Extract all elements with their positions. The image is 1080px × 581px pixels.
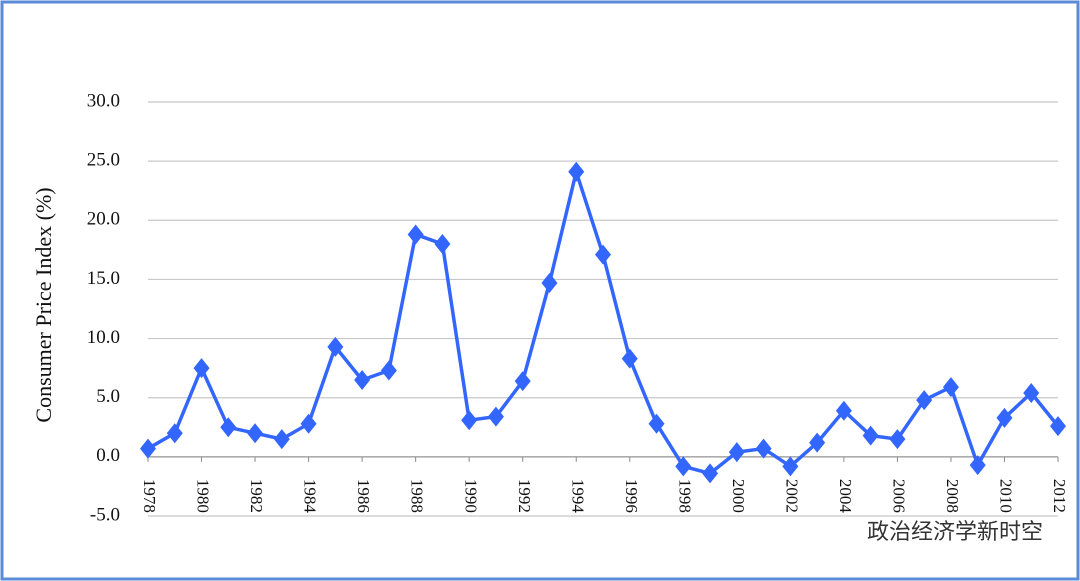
y-tick-label: 25.0 (87, 150, 120, 171)
y-tick-label: -5.0 (90, 504, 120, 525)
x-tick-label: 1986 (354, 479, 373, 513)
x-tick-label: 2002 (782, 479, 801, 513)
watermark: 政治经济学新时空 (867, 519, 1043, 544)
marker (541, 272, 558, 293)
marker (621, 348, 638, 369)
y-tick-label: 20.0 (87, 209, 120, 230)
marker (300, 413, 317, 434)
x-tick-label: 2012 (1050, 479, 1069, 513)
y-tick-label: 30.0 (87, 90, 120, 111)
marker (407, 224, 424, 245)
y-tick-label: 15.0 (87, 268, 120, 289)
marker (247, 423, 264, 444)
x-tick-label: 1988 (408, 479, 427, 513)
x-tick-label: 1982 (247, 479, 266, 513)
marker (461, 410, 478, 431)
y-tick-label: 5.0 (96, 386, 120, 407)
marker (487, 406, 504, 427)
marker (889, 429, 906, 450)
x-tick-label: 2006 (890, 479, 909, 513)
marker (835, 400, 852, 421)
marker (648, 413, 665, 434)
marker (354, 369, 371, 390)
x-tick-label: 1984 (301, 479, 320, 514)
x-tick-label: 2004 (836, 479, 855, 514)
marker (220, 417, 237, 438)
marker (755, 438, 772, 459)
marker (1023, 382, 1040, 403)
y-tick-label: 0.0 (96, 445, 120, 466)
x-tick-label: 1998 (675, 479, 694, 513)
y-axis-label: Consumer Price Index (%) (31, 187, 56, 422)
x-tick-label: 1994 (568, 479, 587, 514)
marker (193, 358, 210, 379)
marker (916, 390, 933, 411)
x-tick-label: 1990 (461, 479, 480, 513)
marker (675, 456, 692, 477)
marker (327, 336, 344, 357)
marker (969, 455, 986, 476)
x-tick-label: 1980 (194, 479, 213, 513)
x-tick-label: 1978 (140, 479, 159, 513)
marker (728, 442, 745, 463)
marker (273, 429, 290, 450)
x-tick-label: 1992 (515, 479, 534, 513)
x-tick-label: 2000 (729, 479, 748, 513)
marker (434, 233, 451, 254)
y-tick-label: 10.0 (87, 327, 120, 348)
marker (782, 456, 799, 477)
marker (862, 425, 879, 446)
marker (809, 432, 826, 453)
x-tick-label: 2010 (997, 479, 1016, 513)
x-tick-label: 1996 (622, 479, 641, 513)
marker (568, 161, 585, 182)
marker (514, 371, 531, 392)
marker (595, 244, 611, 265)
marker (1050, 416, 1066, 437)
marker (702, 463, 719, 484)
marker (942, 377, 959, 398)
marker (996, 407, 1013, 428)
x-tick-label: 2008 (943, 479, 962, 513)
marker (380, 360, 397, 381)
marker (140, 438, 156, 459)
marker (166, 423, 183, 444)
